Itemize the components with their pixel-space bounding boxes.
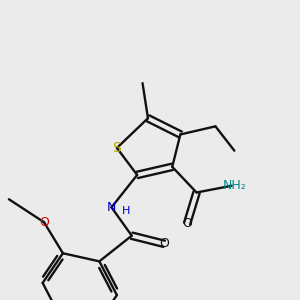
Text: H: H	[122, 206, 130, 216]
Text: N: N	[107, 201, 116, 214]
Text: O: O	[39, 216, 49, 229]
Text: O: O	[159, 237, 169, 250]
Text: O: O	[182, 217, 192, 230]
Text: S: S	[112, 141, 121, 155]
Text: NH₂: NH₂	[223, 179, 247, 192]
